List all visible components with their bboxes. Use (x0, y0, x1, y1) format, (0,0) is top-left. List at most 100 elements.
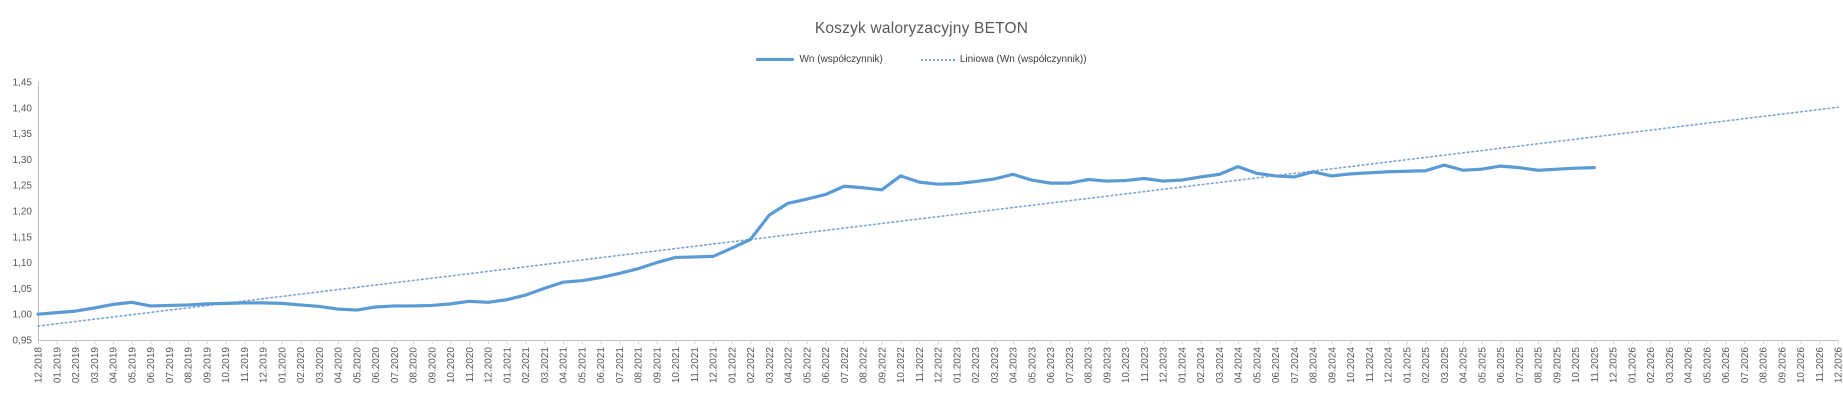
chart-title: Koszyk waloryzacyjny BETON (814, 20, 1029, 37)
svg-text:08.2024: 08.2024 (1309, 347, 1320, 384)
svg-text:09.2019: 09.2019 (202, 347, 213, 384)
svg-text:10.2025: 10.2025 (1571, 347, 1582, 384)
svg-text:1,00: 1,00 (13, 310, 33, 321)
svg-text:02.2026: 02.2026 (1646, 347, 1657, 384)
svg-text:10.2023: 10.2023 (1121, 347, 1132, 384)
svg-text:1,15: 1,15 (13, 232, 33, 243)
legend-item-series[interactable]: Wn (współczynnik) (756, 54, 883, 65)
svg-text:05.2026: 05.2026 (1702, 347, 1713, 384)
svg-text:04.2026: 04.2026 (1684, 347, 1695, 384)
svg-text:04.2021: 04.2021 (559, 347, 570, 384)
svg-text:06.2024: 06.2024 (1271, 347, 1282, 384)
svg-text:12.2021: 12.2021 (709, 347, 720, 384)
dotted-line-sample-icon (920, 58, 955, 61)
svg-text:11.2025: 11.2025 (1590, 347, 1601, 383)
svg-text:08.2023: 08.2023 (1084, 347, 1095, 384)
svg-text:02.2025: 02.2025 (1421, 347, 1432, 384)
svg-text:06.2020: 06.2020 (371, 347, 382, 384)
svg-text:12.2023: 12.2023 (1159, 347, 1170, 384)
svg-text:03.2021: 03.2021 (540, 347, 551, 384)
svg-text:11.2020: 11.2020 (465, 347, 476, 383)
svg-text:07.2025: 07.2025 (1515, 347, 1526, 384)
svg-text:02.2020: 02.2020 (296, 347, 307, 384)
svg-text:02.2022: 02.2022 (746, 347, 757, 384)
legend-trendline-label: Liniowa (Wn (współczynnik)) (959, 54, 1087, 65)
svg-text:01.2025: 01.2025 (1402, 347, 1413, 384)
svg-text:08.2020: 08.2020 (409, 347, 420, 384)
svg-text:02.2024: 02.2024 (1196, 347, 1207, 384)
svg-text:03.2022: 03.2022 (765, 347, 776, 384)
svg-text:03.2020: 03.2020 (315, 347, 326, 384)
svg-text:01.2020: 01.2020 (277, 347, 288, 384)
svg-text:10.2022: 10.2022 (896, 347, 907, 384)
svg-text:09.2024: 09.2024 (1327, 347, 1338, 384)
svg-text:01.2022: 01.2022 (727, 347, 738, 384)
legend-series-label: Wn (współczynnik) (799, 54, 883, 65)
svg-text:05.2019: 05.2019 (127, 347, 138, 384)
svg-text:1,30: 1,30 (13, 155, 33, 166)
svg-text:01.2019: 01.2019 (52, 347, 63, 384)
svg-text:03.2026: 03.2026 (1665, 347, 1676, 384)
svg-text:12.2022: 12.2022 (934, 347, 945, 384)
svg-text:12.2019: 12.2019 (259, 347, 270, 384)
svg-text:08.2022: 08.2022 (859, 347, 870, 384)
svg-text:01.2023: 01.2023 (952, 347, 963, 384)
svg-text:12.2018: 12.2018 (34, 347, 45, 384)
svg-text:02.2021: 02.2021 (521, 347, 532, 384)
legend-item-trendline[interactable]: Liniowa (Wn (współczynnik)) (920, 54, 1087, 65)
svg-text:12.2026: 12.2026 (1834, 347, 1843, 384)
svg-text:07.2026: 07.2026 (1740, 347, 1751, 384)
svg-text:08.2026: 08.2026 (1759, 347, 1770, 384)
svg-text:09.2025: 09.2025 (1552, 347, 1563, 384)
svg-text:1,20: 1,20 (13, 207, 33, 218)
svg-text:10.2020: 10.2020 (446, 347, 457, 384)
svg-text:05.2020: 05.2020 (352, 347, 363, 384)
legend: Wn (współczynnik) Liniowa (Wn (współczyn… (0, 54, 1843, 65)
svg-text:1,25: 1,25 (13, 181, 33, 192)
svg-text:05.2021: 05.2021 (577, 347, 588, 384)
svg-text:04.2020: 04.2020 (334, 347, 345, 384)
svg-text:03.2024: 03.2024 (1215, 347, 1226, 384)
svg-text:07.2023: 07.2023 (1065, 347, 1076, 384)
svg-text:04.2024: 04.2024 (1234, 347, 1245, 384)
svg-text:12.2024: 12.2024 (1384, 347, 1395, 384)
svg-text:08.2019: 08.2019 (184, 347, 195, 384)
svg-text:09.2026: 09.2026 (1777, 347, 1788, 384)
svg-text:12.2025: 12.2025 (1609, 347, 1620, 384)
svg-text:09.2021: 09.2021 (652, 347, 663, 384)
svg-text:11.2023: 11.2023 (1140, 347, 1151, 383)
svg-text:01.2021: 01.2021 (502, 347, 513, 384)
svg-text:06.2026: 06.2026 (1721, 347, 1732, 384)
svg-text:1,05: 1,05 (13, 284, 33, 295)
svg-text:11.2019: 11.2019 (240, 347, 251, 383)
svg-text:07.2022: 07.2022 (840, 347, 851, 384)
svg-text:11.2022: 11.2022 (915, 347, 926, 383)
svg-text:07.2024: 07.2024 (1290, 347, 1301, 384)
svg-text:08.2025: 08.2025 (1534, 347, 1545, 384)
svg-text:1,10: 1,10 (13, 258, 33, 269)
svg-text:10.2019: 10.2019 (221, 347, 232, 384)
svg-text:11.2021: 11.2021 (690, 347, 701, 383)
svg-text:06.2025: 06.2025 (1496, 347, 1507, 384)
svg-text:10.2026: 10.2026 (1796, 347, 1807, 384)
svg-text:11.2024: 11.2024 (1365, 347, 1376, 383)
svg-text:01.2024: 01.2024 (1177, 347, 1188, 384)
svg-text:06.2019: 06.2019 (146, 347, 157, 384)
svg-text:04.2025: 04.2025 (1459, 347, 1470, 384)
svg-text:05.2022: 05.2022 (802, 347, 813, 384)
svg-text:07.2021: 07.2021 (615, 347, 626, 384)
svg-text:01.2026: 01.2026 (1627, 347, 1638, 384)
svg-text:1,40: 1,40 (13, 103, 33, 114)
svg-text:07.2020: 07.2020 (390, 347, 401, 384)
svg-text:10.2024: 10.2024 (1346, 347, 1357, 384)
solid-line-sample-icon (756, 58, 795, 61)
svg-text:06.2022: 06.2022 (821, 347, 832, 384)
svg-text:07.2019: 07.2019 (165, 347, 176, 384)
svg-text:04.2023: 04.2023 (1009, 347, 1020, 384)
svg-text:1,45: 1,45 (13, 78, 33, 89)
svg-text:05.2025: 05.2025 (1477, 347, 1488, 384)
svg-text:04.2022: 04.2022 (784, 347, 795, 384)
svg-text:08.2021: 08.2021 (634, 347, 645, 384)
